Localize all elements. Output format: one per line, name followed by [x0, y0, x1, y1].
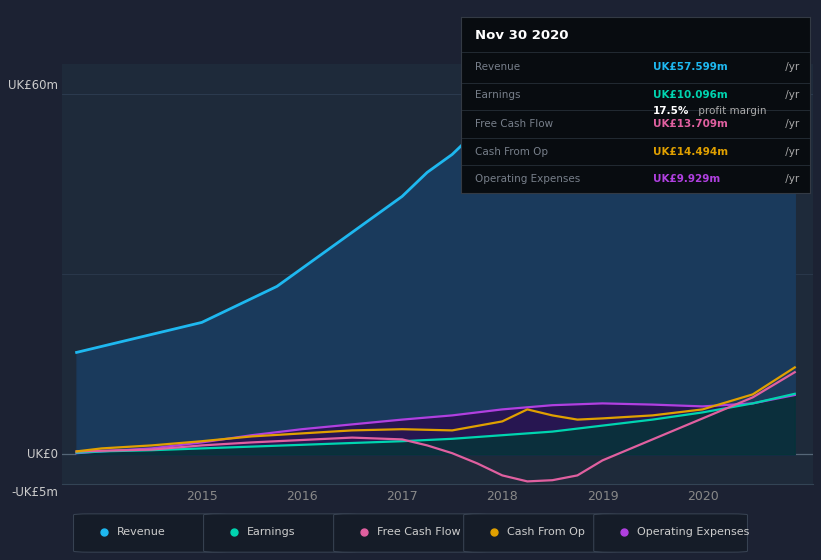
Text: UK£0: UK£0: [27, 448, 57, 461]
Text: UK£10.096m: UK£10.096m: [654, 90, 728, 100]
Text: -UK£5m: -UK£5m: [11, 487, 57, 500]
Text: /yr: /yr: [782, 90, 800, 100]
Text: UK£9.929m: UK£9.929m: [654, 174, 721, 184]
Text: /yr: /yr: [782, 62, 800, 72]
FancyBboxPatch shape: [464, 514, 617, 552]
FancyBboxPatch shape: [333, 514, 488, 552]
Text: profit margin: profit margin: [695, 106, 767, 116]
Text: /yr: /yr: [782, 119, 800, 129]
Text: Operating Expenses: Operating Expenses: [475, 174, 580, 184]
Text: 17.5%: 17.5%: [654, 106, 690, 116]
Text: UK£60m: UK£60m: [8, 80, 57, 92]
Text: Free Cash Flow: Free Cash Flow: [377, 527, 461, 537]
FancyBboxPatch shape: [594, 514, 747, 552]
Text: Nov 30 2020: Nov 30 2020: [475, 29, 569, 42]
Text: Revenue: Revenue: [475, 62, 521, 72]
Text: Earnings: Earnings: [247, 527, 296, 537]
Text: /yr: /yr: [782, 174, 800, 184]
Text: UK£57.599m: UK£57.599m: [654, 62, 728, 72]
Text: Operating Expenses: Operating Expenses: [637, 527, 750, 537]
FancyBboxPatch shape: [204, 514, 357, 552]
Text: Earnings: Earnings: [475, 90, 521, 100]
Text: Cash From Op: Cash From Op: [475, 147, 548, 157]
Text: UK£14.494m: UK£14.494m: [654, 147, 728, 157]
Text: UK£13.709m: UK£13.709m: [654, 119, 728, 129]
FancyBboxPatch shape: [74, 514, 227, 552]
Text: Free Cash Flow: Free Cash Flow: [475, 119, 553, 129]
Text: Revenue: Revenue: [117, 527, 166, 537]
Text: Cash From Op: Cash From Op: [507, 527, 585, 537]
Text: /yr: /yr: [782, 147, 800, 157]
